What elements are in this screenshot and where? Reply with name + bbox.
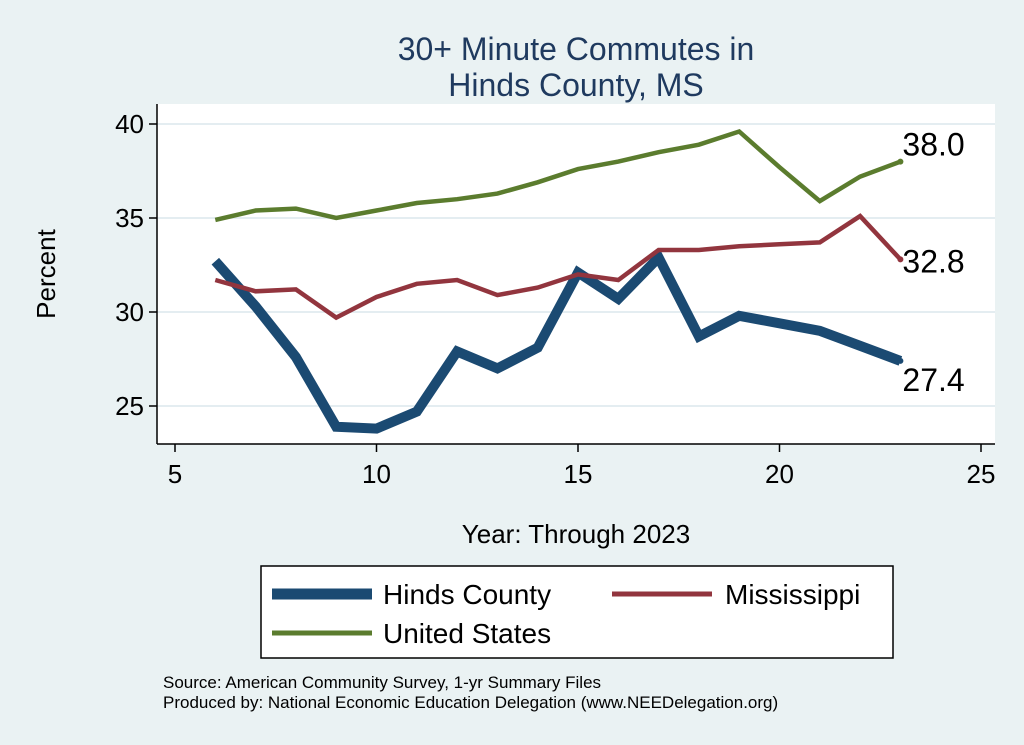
source-note: Source: American Community Survey, 1-yr … (163, 673, 601, 692)
producer-note: Produced by: National Economic Education… (163, 693, 778, 712)
chart-title-line-1: 30+ Minute Commutes in (398, 31, 755, 67)
series-line-mississippi (214, 213, 903, 321)
series-end-point-hinds-county (897, 357, 904, 364)
x-tick-label-15: 15 (564, 459, 593, 489)
end-label-united-states: 38.0 (902, 127, 964, 163)
y-tick-label-40: 40 (115, 109, 144, 139)
end-label-hinds-county: 27.4 (902, 362, 964, 398)
axes: 25 30 35 40 5 10 15 20 25 (115, 104, 995, 489)
legend: Hinds County Mississippi United States (260, 565, 894, 659)
x-tick-label-25: 25 (967, 459, 996, 489)
legend-box (260, 565, 894, 659)
x-axis-title: Year: Through 2023 (462, 519, 690, 549)
end-label-mississippi: 32.8 (902, 243, 964, 279)
x-tick-label-20: 20 (765, 459, 794, 489)
chart-title-line-2: Hinds County, MS (448, 67, 704, 103)
y-tick-label-30: 30 (115, 297, 144, 327)
series-line-hinds-county (211, 249, 903, 434)
legend-label-united-states: United States (383, 618, 551, 649)
y-tick-label-35: 35 (115, 203, 144, 233)
end-labels: 27.4 32.8 38.0 (902, 127, 964, 398)
x-tick-label-5: 5 (168, 459, 182, 489)
y-axis-title: Percent (31, 228, 61, 318)
legend-label-mississippi: Mississippi (725, 579, 860, 610)
y-tick-label-25: 25 (115, 391, 144, 421)
series-line-united-states (214, 128, 902, 223)
legend-label-hinds-county: Hinds County (383, 579, 551, 610)
series-end-point-united-states (897, 158, 904, 165)
series-group (211, 128, 904, 434)
x-tick-label-10: 10 (362, 459, 391, 489)
series-end-point-mississippi (897, 256, 904, 263)
